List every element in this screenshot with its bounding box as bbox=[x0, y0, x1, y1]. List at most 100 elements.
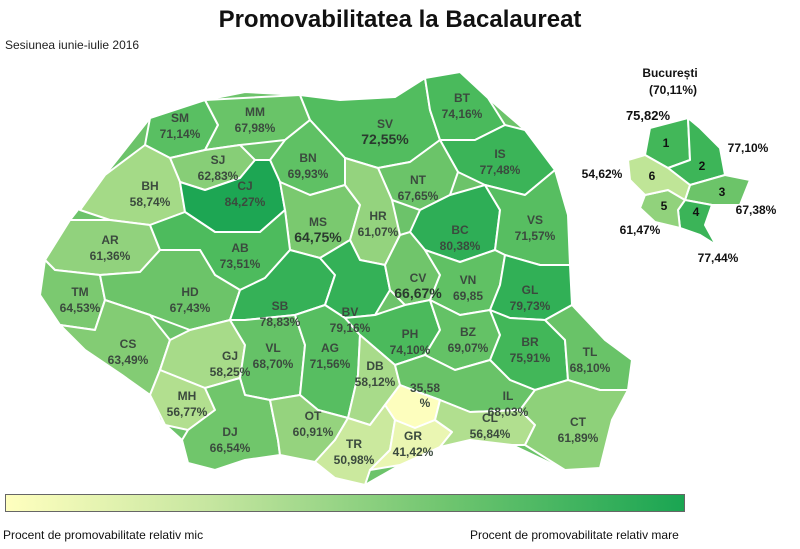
county-value-AR: 61,36% bbox=[90, 249, 131, 263]
county-code-BZ: BZ bbox=[460, 325, 476, 339]
county-value-MH: 56,77% bbox=[167, 405, 208, 419]
county-value-HR: 61,07% bbox=[358, 225, 399, 239]
county-DJ bbox=[181, 377, 281, 471]
county-value-MM: 67,98% bbox=[235, 121, 276, 135]
sector-number-4: 4 bbox=[693, 205, 700, 219]
county-value-TM: 64,53% bbox=[60, 301, 101, 315]
county-value-TL: 68,10% bbox=[570, 361, 611, 375]
county-code-MS: MS bbox=[309, 215, 327, 229]
county-code-NT: NT bbox=[410, 173, 427, 187]
county-code-HD: HD bbox=[181, 285, 199, 299]
bucuresti-title: București bbox=[642, 66, 697, 80]
county-code-MM: MM bbox=[245, 105, 265, 119]
county-value-CV: 66,67% bbox=[394, 285, 442, 301]
county-code-VL: VL bbox=[265, 341, 280, 355]
county-code-DJ: DJ bbox=[222, 425, 237, 439]
county-code-BN: BN bbox=[299, 151, 316, 165]
county-code-AG: AG bbox=[321, 341, 339, 355]
county-value-SB: 78,83% bbox=[260, 315, 301, 329]
county-value-NT: 67,65% bbox=[398, 189, 439, 203]
sector-number-3: 3 bbox=[719, 185, 726, 199]
county-code-SV: SV bbox=[377, 117, 393, 131]
county-code-VS: VS bbox=[527, 213, 543, 227]
county-code-IL: IL bbox=[503, 389, 514, 403]
county-value-CT: 61,89% bbox=[558, 431, 599, 445]
county-code-AR: AR bbox=[101, 233, 119, 247]
sector-6 bbox=[627, 154, 691, 201]
county-value-CJ: 84,27% bbox=[225, 195, 266, 209]
county-BH bbox=[79, 144, 186, 226]
legend-color-scale bbox=[5, 494, 685, 512]
county-value-TR: 50,98% bbox=[334, 453, 375, 467]
legend-low-label: Procent de promovabilitate relativ mic bbox=[3, 528, 204, 542]
county-value-IL: 68,03% bbox=[488, 405, 529, 419]
county-value-BV: 79,16% bbox=[330, 321, 371, 335]
bucuresti-inset: București (70,11%) 1 75,82% 2 77,10% 3 67,38%… bbox=[582, 66, 777, 265]
county-code-BH: BH bbox=[141, 179, 158, 193]
county-code-TR: TR bbox=[346, 437, 362, 451]
county-value-DJ: 66,54% bbox=[210, 441, 251, 455]
county-code-SJ: SJ bbox=[211, 153, 226, 167]
county-code-AB: AB bbox=[231, 241, 249, 255]
county-code-GL: GL bbox=[522, 283, 539, 297]
county-code-BT: BT bbox=[454, 91, 471, 105]
sector-number-6: 6 bbox=[649, 169, 656, 183]
county-code-MH: MH bbox=[178, 389, 197, 403]
county-code-CJ: CJ bbox=[237, 179, 252, 193]
county-value-VL: 68,70% bbox=[253, 357, 294, 371]
county-value-BR: 75,91% bbox=[510, 351, 551, 365]
county-code-HR: HR bbox=[369, 209, 387, 223]
county-value-AG: 71,56% bbox=[310, 357, 351, 371]
bucuresti-overall: (70,11%) bbox=[649, 83, 697, 97]
sector-value-2: 77,10% bbox=[728, 141, 769, 155]
county-value-PH: 74,10% bbox=[390, 343, 431, 357]
county-code-CL: CL bbox=[482, 411, 498, 425]
county-code-BV: BV bbox=[342, 305, 359, 319]
county-value-VN: 69,85 bbox=[453, 289, 483, 303]
county-value-OT: 60,91% bbox=[293, 425, 334, 439]
county-code-DB: DB bbox=[366, 359, 384, 373]
county-code-OT: OT bbox=[305, 409, 322, 423]
county-code-CS: CS bbox=[120, 337, 137, 351]
sector-value-4: 77,44% bbox=[698, 251, 739, 265]
county-code-SB: SB bbox=[272, 299, 289, 313]
county-value-IF: 35,58 bbox=[410, 381, 440, 395]
sector-number-1: 1 bbox=[663, 136, 670, 150]
county-code-IS: IS bbox=[494, 147, 505, 161]
county-value-DB: 58,12% bbox=[355, 375, 396, 389]
county-value-SV: 72,55% bbox=[361, 131, 409, 147]
sector-value-5: 61,47% bbox=[620, 223, 661, 237]
county-value-GL: 79,73% bbox=[510, 299, 551, 313]
sector-value-6: 54,62% bbox=[582, 167, 623, 181]
county-value-MS: 64,75% bbox=[294, 229, 342, 245]
county-value-BH: 58,74% bbox=[130, 195, 171, 209]
county-value-IS: 77,48% bbox=[480, 163, 521, 177]
county-BV bbox=[319, 239, 391, 319]
county-AR bbox=[44, 219, 161, 276]
county-value-BC: 80,38% bbox=[440, 239, 481, 253]
county-NT bbox=[377, 139, 459, 211]
county-value-VS: 71,57% bbox=[515, 229, 556, 243]
county-code-GJ: GJ bbox=[222, 349, 238, 363]
county-value-HD: 67,43% bbox=[170, 301, 211, 315]
sector-value-1: 75,82% bbox=[626, 108, 671, 123]
sector-number-5: 5 bbox=[661, 199, 668, 213]
county-value-CS: 63,49% bbox=[108, 353, 149, 367]
sector-number-2: 2 bbox=[699, 159, 706, 173]
sector-value-3: 67,38% bbox=[736, 203, 777, 217]
county-value-GR: 41,42% bbox=[393, 445, 434, 459]
county-value-GJ: 58,25% bbox=[210, 365, 251, 379]
bucuresti-labels: 1 75,82% 2 77,10% 3 67,38% 4 77,44% 561,47% 6 54,6… bbox=[582, 108, 777, 265]
county-code-TM: TM bbox=[71, 285, 88, 299]
county-value-BZ: 69,07% bbox=[448, 341, 489, 355]
county-code-CV: CV bbox=[410, 271, 427, 285]
county-value-IF-unit: % bbox=[420, 396, 431, 410]
county-value-BN: 69,93% bbox=[288, 167, 329, 181]
county-value-SM: 71,14% bbox=[160, 127, 201, 141]
county-code-TL: TL bbox=[583, 345, 598, 359]
county-BT bbox=[424, 71, 506, 141]
county-code-BC: BC bbox=[451, 223, 469, 237]
county-value-AB: 73,51% bbox=[220, 257, 261, 271]
county-CL bbox=[434, 399, 536, 448]
county-value-BT: 74,16% bbox=[442, 107, 483, 121]
